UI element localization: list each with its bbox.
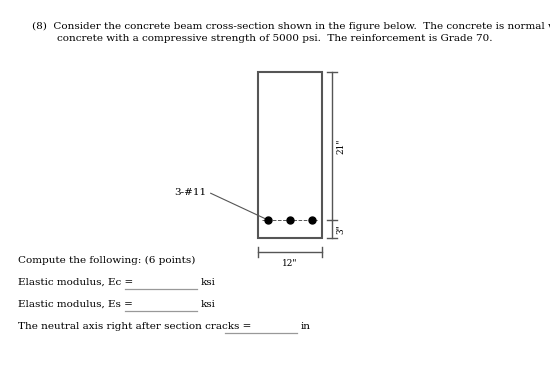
Text: 12": 12" bbox=[282, 259, 298, 268]
Text: ksi: ksi bbox=[201, 278, 216, 287]
Text: Elastic modulus, Ec =: Elastic modulus, Ec = bbox=[18, 278, 136, 287]
Text: 21": 21" bbox=[336, 138, 345, 154]
Text: The neutral axis right after section cracks =: The neutral axis right after section cra… bbox=[18, 322, 255, 331]
Bar bbox=[258, 72, 322, 238]
Text: (8)  Consider the concrete beam cross-section shown in the figure below.  The co: (8) Consider the concrete beam cross-sec… bbox=[32, 22, 550, 31]
Text: 3": 3" bbox=[336, 224, 345, 234]
Text: concrete with a compressive strength of 5000 psi.  The reinforcement is Grade 70: concrete with a compressive strength of … bbox=[57, 34, 492, 43]
Text: 3-#11: 3-#11 bbox=[174, 187, 206, 196]
Text: ksi: ksi bbox=[201, 300, 216, 309]
Text: Elastic modulus, Es =: Elastic modulus, Es = bbox=[18, 300, 136, 309]
Text: in: in bbox=[301, 322, 311, 331]
Text: Compute the following: (6 points): Compute the following: (6 points) bbox=[18, 256, 195, 265]
